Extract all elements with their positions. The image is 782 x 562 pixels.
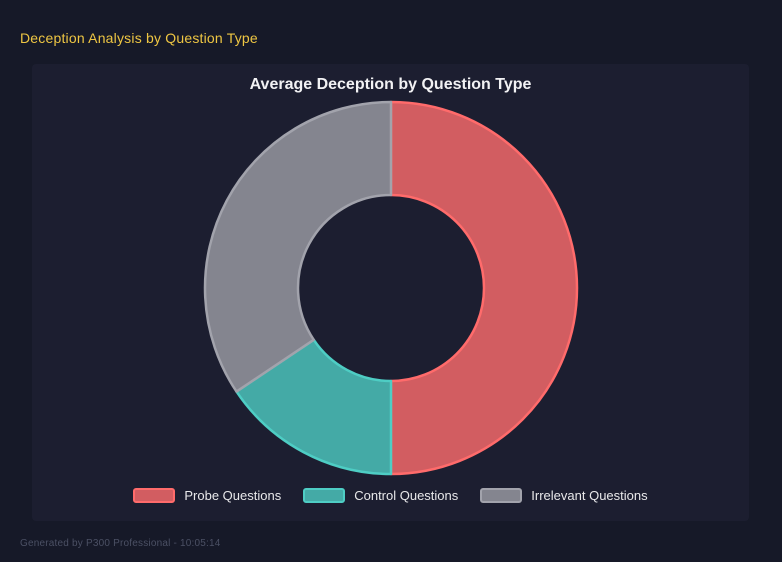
page-title: Deception Analysis by Question Type: [20, 30, 258, 46]
donut-segment-control[interactable]: [234, 338, 392, 476]
donut-segment-probe[interactable]: [389, 100, 578, 476]
chart-legend: Probe Questions Control Questions Irrele…: [133, 488, 648, 503]
chart-title: Average Deception by Question Type: [249, 76, 532, 93]
legend-swatch-probe-icon: [133, 488, 176, 503]
legend-label-control: Control Questions: [354, 488, 459, 503]
legend-item-irrelevant-questions[interactable]: Irrelevant Questions: [480, 488, 648, 503]
legend-item-control-questions[interactable]: Control Questions: [303, 488, 458, 503]
chart-panel: Average Deception by Question Type Probe…: [32, 64, 749, 521]
legend-label-probe: Probe Questions: [184, 488, 282, 503]
donut-segment-irrelevant[interactable]: [203, 100, 392, 393]
legend-swatch-irrelevant-icon: [480, 488, 523, 503]
legend-item-probe-questions[interactable]: Probe Questions: [133, 488, 281, 503]
legend-swatch-control-icon: [303, 488, 346, 503]
donut-chart: [203, 100, 578, 476]
footer-note: Generated by P300 Professional - 10:05:1…: [20, 538, 221, 549]
legend-label-irrelevant: Irrelevant Questions: [531, 488, 648, 503]
